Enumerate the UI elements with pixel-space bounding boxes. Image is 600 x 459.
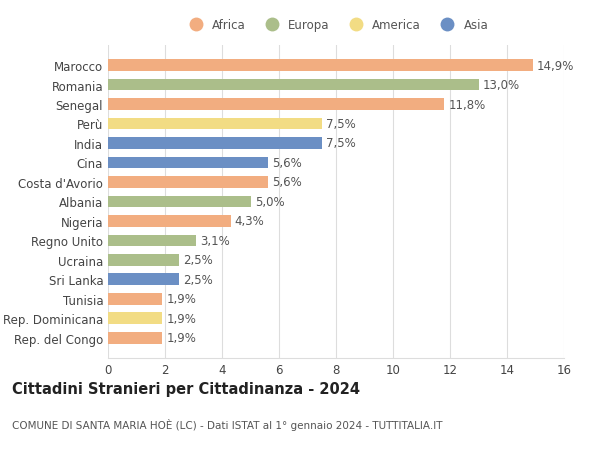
Text: 5,6%: 5,6%: [272, 157, 302, 169]
Bar: [108, 235, 196, 246]
Bar: [108, 79, 479, 91]
Text: 7,5%: 7,5%: [326, 118, 356, 131]
Text: 3,1%: 3,1%: [200, 235, 230, 247]
Text: 11,8%: 11,8%: [449, 98, 486, 111]
Bar: [108, 138, 322, 150]
Text: 4,3%: 4,3%: [235, 215, 265, 228]
Bar: [108, 216, 230, 227]
Text: COMUNE DI SANTA MARIA HOÈ (LC) - Dati ISTAT al 1° gennaio 2024 - TUTTITALIA.IT: COMUNE DI SANTA MARIA HOÈ (LC) - Dati IS…: [12, 418, 443, 430]
Legend: Africa, Europa, America, Asia: Africa, Europa, America, Asia: [179, 14, 493, 37]
Bar: [108, 60, 533, 72]
Bar: [108, 274, 179, 285]
Text: 1,9%: 1,9%: [166, 312, 196, 325]
Bar: [108, 196, 251, 208]
Text: 1,9%: 1,9%: [166, 331, 196, 345]
Bar: [108, 313, 162, 325]
Text: 1,9%: 1,9%: [166, 293, 196, 306]
Text: 5,0%: 5,0%: [255, 196, 284, 208]
Text: 2,5%: 2,5%: [184, 273, 213, 286]
Bar: [108, 157, 268, 169]
Text: 7,5%: 7,5%: [326, 137, 356, 150]
Text: 14,9%: 14,9%: [537, 59, 574, 73]
Bar: [108, 118, 322, 130]
Bar: [108, 332, 162, 344]
Bar: [108, 99, 444, 111]
Text: 5,6%: 5,6%: [272, 176, 302, 189]
Text: Cittadini Stranieri per Cittadinanza - 2024: Cittadini Stranieri per Cittadinanza - 2…: [12, 381, 360, 396]
Text: 2,5%: 2,5%: [184, 254, 213, 267]
Text: 13,0%: 13,0%: [483, 79, 520, 92]
Bar: [108, 177, 268, 188]
Bar: [108, 254, 179, 266]
Bar: [108, 293, 162, 305]
